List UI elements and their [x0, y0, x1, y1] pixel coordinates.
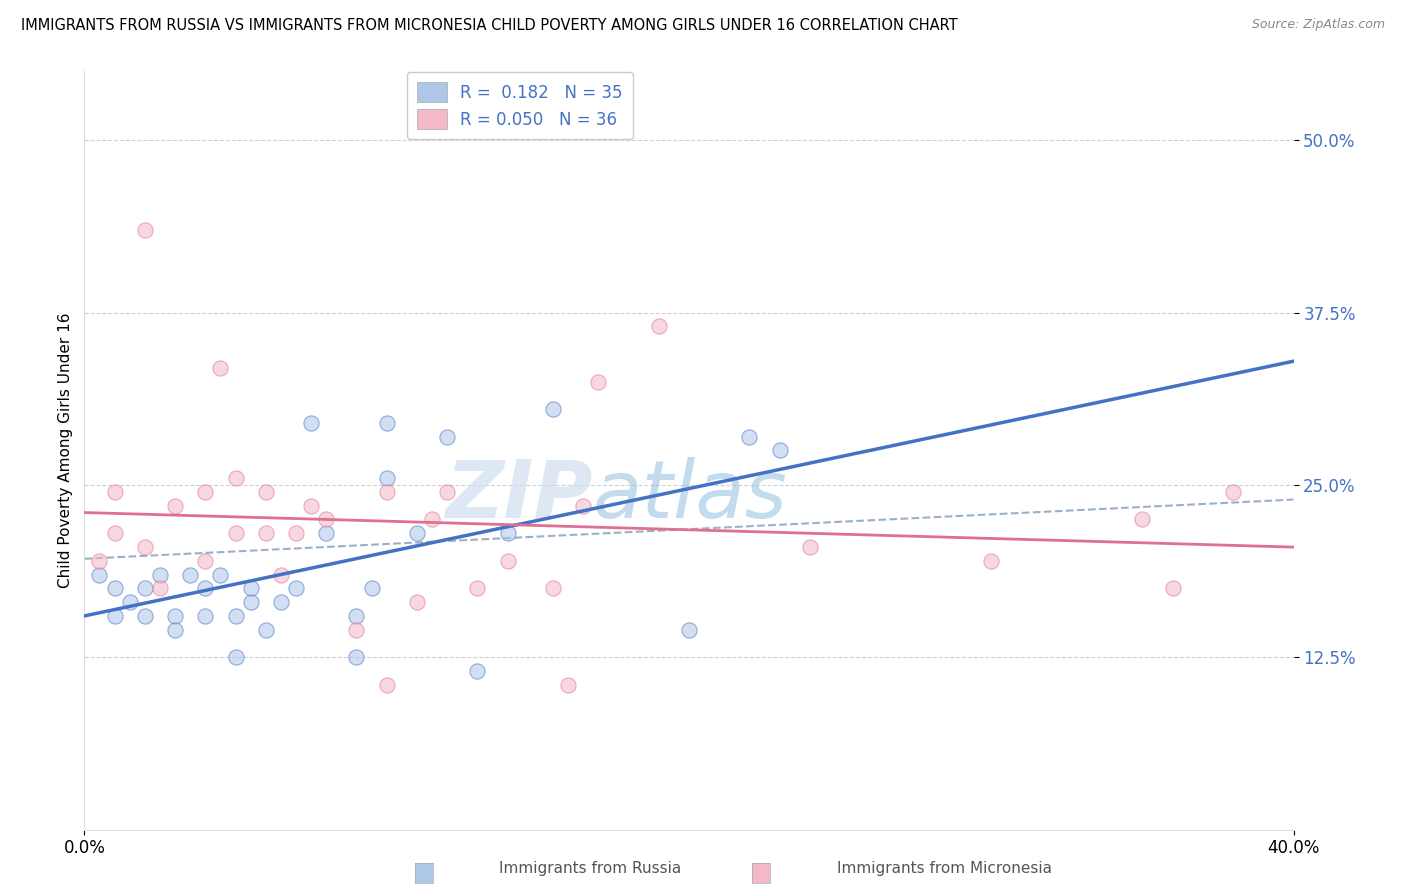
Point — [360, 582, 382, 596]
Point — [541, 402, 564, 417]
Point — [239, 582, 262, 596]
Point — [254, 526, 277, 541]
Point — [104, 526, 127, 541]
Text: IMMIGRANTS FROM RUSSIA VS IMMIGRANTS FROM MICRONESIA CHILD POVERTY AMONG GIRLS U: IMMIGRANTS FROM RUSSIA VS IMMIGRANTS FRO… — [21, 18, 957, 33]
Point — [799, 540, 821, 554]
Point — [134, 223, 156, 237]
Text: atlas: atlas — [592, 457, 787, 535]
Point — [346, 623, 368, 637]
Point — [149, 582, 172, 596]
Point — [299, 499, 322, 513]
Point — [134, 540, 156, 554]
Point — [738, 430, 761, 444]
Point — [406, 526, 429, 541]
Point — [89, 567, 111, 582]
Point — [375, 678, 398, 692]
Point — [104, 484, 127, 499]
Point — [134, 582, 156, 596]
Point — [225, 471, 247, 485]
Point — [541, 582, 564, 596]
Point — [239, 595, 262, 609]
Point — [1222, 484, 1244, 499]
Point — [225, 526, 247, 541]
Point — [769, 443, 792, 458]
Point — [209, 360, 232, 375]
Point — [467, 582, 489, 596]
Point — [1130, 512, 1153, 526]
Point — [406, 595, 429, 609]
Text: Immigrants from Micronesia: Immigrants from Micronesia — [837, 861, 1052, 876]
Point — [165, 608, 187, 623]
Point — [436, 430, 458, 444]
Point — [209, 567, 232, 582]
Point — [270, 567, 292, 582]
Point — [165, 623, 187, 637]
Point — [89, 554, 111, 568]
Point — [104, 582, 127, 596]
Point — [572, 499, 595, 513]
Point — [420, 512, 443, 526]
Legend: R =  0.182   N = 35, R = 0.050   N = 36: R = 0.182 N = 35, R = 0.050 N = 36 — [406, 72, 633, 139]
Text: Immigrants from Russia: Immigrants from Russia — [499, 861, 682, 876]
Point — [194, 608, 217, 623]
Point — [467, 664, 489, 678]
Text: ZIP: ZIP — [444, 457, 592, 535]
Point — [285, 582, 308, 596]
Point — [225, 608, 247, 623]
Point — [194, 484, 217, 499]
Point — [194, 554, 217, 568]
Point — [375, 416, 398, 430]
Point — [315, 526, 337, 541]
Point — [254, 484, 277, 499]
Point — [648, 319, 671, 334]
Point — [496, 526, 519, 541]
Point — [496, 554, 519, 568]
Point — [375, 484, 398, 499]
Point — [285, 526, 308, 541]
Text: Source: ZipAtlas.com: Source: ZipAtlas.com — [1251, 18, 1385, 31]
Point — [436, 484, 458, 499]
Point — [1161, 582, 1184, 596]
Point — [299, 416, 322, 430]
Point — [980, 554, 1002, 568]
Point — [254, 623, 277, 637]
Point — [346, 650, 368, 665]
Point — [179, 567, 201, 582]
Point — [104, 608, 127, 623]
Point — [165, 499, 187, 513]
Point — [149, 567, 172, 582]
Y-axis label: Child Poverty Among Girls Under 16: Child Poverty Among Girls Under 16 — [58, 313, 73, 588]
Point — [346, 608, 368, 623]
Point — [134, 608, 156, 623]
Point — [270, 595, 292, 609]
Point — [315, 512, 337, 526]
Point — [678, 623, 700, 637]
Point — [118, 595, 141, 609]
Point — [225, 650, 247, 665]
Point — [588, 375, 610, 389]
Point — [375, 471, 398, 485]
Point — [194, 582, 217, 596]
Point — [557, 678, 579, 692]
